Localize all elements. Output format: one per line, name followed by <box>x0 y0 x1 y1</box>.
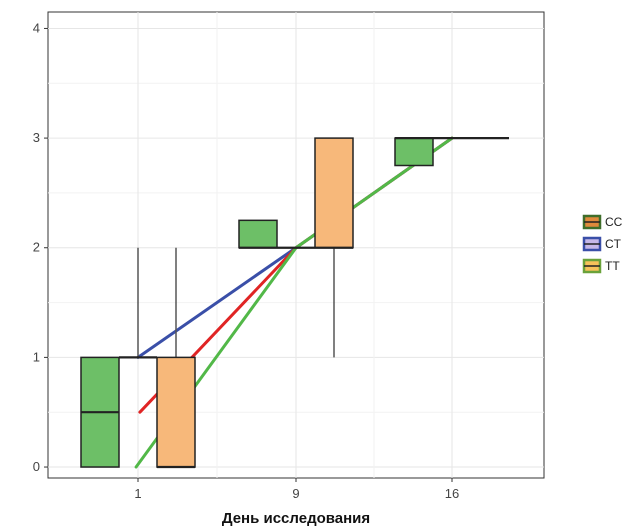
legend-label: CC <box>605 215 623 229</box>
box-tt-day-9 <box>314 137 354 358</box>
x-axis-title: День исследования <box>222 510 370 527</box>
legend-item-cc: CC <box>582 214 623 230</box>
legend-label: TT <box>605 259 620 273</box>
box-cc-day-9 <box>238 219 278 249</box>
box-tt-day-1 <box>156 247 196 469</box>
y-tick-label: 3 <box>33 130 40 145</box>
x-tick-label: 9 <box>292 486 299 501</box>
x-axis: 1 9 16 <box>134 478 459 501</box>
legend: CC CT TT <box>582 214 623 274</box>
legend-label: CT <box>605 237 622 251</box>
box-ct-day-1 <box>119 247 157 359</box>
y-axis: 0 1 2 3 4 <box>33 20 48 474</box>
box-body <box>156 356 196 468</box>
legend-item-tt: TT <box>582 258 620 274</box>
legend-item-ct: CT <box>582 236 622 252</box>
box-cc-day-16 <box>394 136 434 167</box>
box-body <box>394 137 434 167</box>
box-body <box>238 219 278 249</box>
y-tick-label: 1 <box>33 349 40 364</box>
y-tick-label: 0 <box>33 459 40 474</box>
box-cc-day-1 <box>80 356 120 468</box>
x-tick-label: 1 <box>134 486 141 501</box>
x-tick-label: 16 <box>445 486 459 501</box>
y-tick-label: 4 <box>33 20 40 35</box>
box-groups <box>80 136 509 469</box>
box-body <box>314 137 354 249</box>
y-tick-label: 2 <box>33 240 40 255</box>
